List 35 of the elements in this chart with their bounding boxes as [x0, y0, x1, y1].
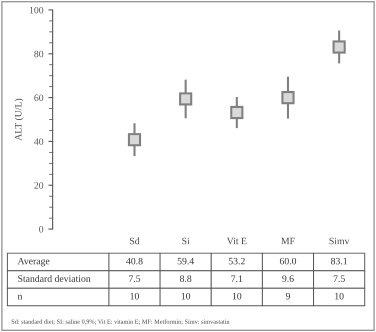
text: 10	[182, 292, 190, 300]
text: 8.8	[180, 275, 192, 282]
point	[332, 40, 346, 54]
text: 7.1	[231, 275, 242, 282]
text: 7.5	[129, 275, 140, 282]
y-tick-label: 60	[34, 94, 44, 102]
text: 7.5	[334, 275, 345, 282]
data-label: 40.8	[126, 258, 143, 264]
data-label: 83.1	[331, 258, 348, 264]
y-axis-title: ALT (U/L)	[14, 98, 24, 141]
data-label: 53.2	[228, 258, 245, 264]
data-label: 59.4	[178, 258, 194, 264]
y-tick-label: 80	[34, 50, 44, 58]
text: Standard deviation	[18, 275, 91, 282]
x-tick-label: Si	[182, 238, 190, 244]
text: Average	[18, 258, 50, 266]
y-tick-label: 20	[34, 182, 44, 189]
text: 9.6	[282, 275, 294, 282]
text: 10	[335, 292, 344, 300]
y-tick-label: 0	[39, 226, 44, 233]
x-tick-label: Simv	[330, 238, 350, 244]
y-tick-label: 100	[30, 6, 44, 14]
text: 10	[130, 292, 139, 300]
point	[179, 92, 192, 106]
text: 9	[286, 292, 290, 300]
x-tick-label: MF	[281, 238, 295, 244]
x-tick-label: Sd	[130, 237, 140, 244]
data-label: 60.0	[280, 258, 296, 264]
y-tick-label: 40	[34, 138, 44, 145]
point	[128, 133, 142, 146]
text: 10	[232, 292, 242, 300]
x-tick-label: Vit E	[226, 238, 246, 244]
text: n	[18, 294, 22, 300]
point	[230, 106, 244, 120]
point	[281, 91, 295, 104]
